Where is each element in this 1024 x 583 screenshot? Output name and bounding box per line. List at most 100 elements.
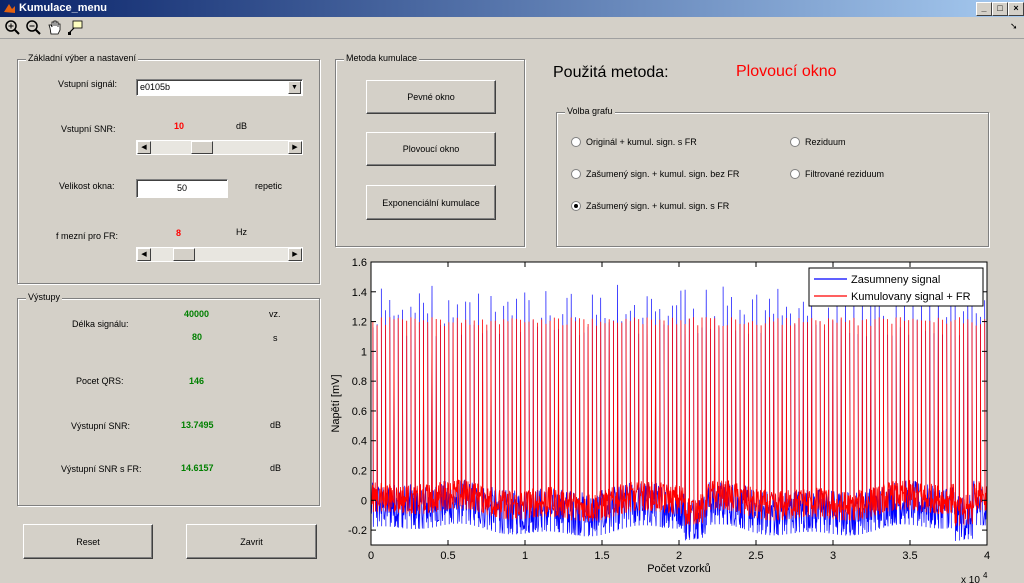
settings-group: Základní výber a nastavení <box>17 53 320 284</box>
graph-choice-group-title: Volba grafu <box>565 106 615 116</box>
x-tick-label: 3 <box>830 550 836 562</box>
used-method-label: Použitá metoda: <box>553 64 669 81</box>
cutoff-value: 8 <box>176 228 182 238</box>
radio-noisy-no-fr[interactable] <box>571 169 581 179</box>
radio-residuum[interactable] <box>790 137 800 147</box>
x-tick-label: 0 <box>368 550 374 562</box>
radio-original[interactable] <box>571 137 581 147</box>
window-size-label: Velikost okna: <box>59 181 115 191</box>
dock-arrow-icon[interactable]: ➘ <box>1010 21 1018 31</box>
method-group-title: Metoda kumulace <box>344 53 420 63</box>
settings-group-title: Základní výber a nastavení <box>26 53 139 63</box>
snr-label: Vstupní SNR: <box>61 124 116 134</box>
graph-choice-group: Volba grafu <box>556 106 989 247</box>
radio-original-label[interactable]: Originál + kumul. sign. s FR <box>586 137 697 147</box>
radio-residuum-label[interactable]: Reziduum <box>805 137 846 147</box>
radio-noisy-fr-label[interactable]: Zašumený sign. + kumul. sign. s FR <box>586 201 730 211</box>
outputs-group-title: Výstupy <box>26 292 63 302</box>
toolbar: ➘ <box>0 17 1024 39</box>
snr-slider-thumb[interactable] <box>191 141 213 154</box>
y-tick-label: 1.4 <box>352 287 367 299</box>
x-tick-label: 2 <box>676 550 682 562</box>
snr-unit: dB <box>236 121 248 131</box>
floating-window-button[interactable]: Plovoucí okno <box>366 132 496 166</box>
output-snr-fr-value: 14.6157 <box>181 463 214 473</box>
y-tick-label: 0.4 <box>352 436 367 448</box>
legend-entry: Kumulovany signal + FR <box>851 291 971 303</box>
used-method-value: Plovoucí okno <box>736 63 837 80</box>
cutoff-unit: Hz <box>236 227 247 237</box>
outputs-group: Výstupy <box>17 292 320 506</box>
window-size-value: 50 <box>176 183 187 193</box>
x-tick-label: 1 <box>522 550 528 562</box>
legend-box <box>808 267 984 307</box>
signal-length-samples: 40000 <box>184 309 210 319</box>
output-snr-unit: dB <box>270 420 282 430</box>
y-tick-label: 1.2 <box>352 317 367 329</box>
exponential-button[interactable]: Exponenciální kumulace <box>366 185 496 220</box>
data-cursor-icon[interactable] <box>67 19 84 36</box>
zoom-in-icon[interactable] <box>4 19 21 36</box>
signal-length-samples-unit: vz. <box>269 309 281 319</box>
radio-noisy-fr[interactable] <box>571 201 581 211</box>
window-size-unit: repetic <box>255 181 283 191</box>
input-signal-value: e0105b <box>140 82 171 92</box>
y-axis-label: Napětí [mV] <box>330 374 342 432</box>
slider-right-arrow-icon[interactable]: ▶ <box>288 248 302 261</box>
x-axis-label: Počet vzorků <box>647 563 711 575</box>
y-tick-label: 0.2 <box>352 466 367 478</box>
fixed-window-button[interactable]: Pevné okno <box>366 80 496 114</box>
window-size-input[interactable]: 50 <box>136 179 228 198</box>
pan-hand-icon[interactable] <box>46 19 63 36</box>
y-tick-label: 0.6 <box>352 406 367 418</box>
snr-value: 10 <box>174 121 185 131</box>
radio-filtered-residuum-label[interactable]: Filtrované reziduum <box>805 169 885 179</box>
x-tick-label: 1.5 <box>594 550 609 562</box>
signal-length-label: Délka signálu: <box>72 319 129 329</box>
slider-right-arrow-icon[interactable]: ▶ <box>288 141 302 154</box>
y-tick-label: 0 <box>361 495 367 507</box>
output-snr-value: 13.7495 <box>181 420 214 430</box>
close-button[interactable]: Zavrit <box>186 524 317 559</box>
legend-entry: Zasumneny signal <box>851 274 940 286</box>
x-exponent-label: x 10 <box>961 575 980 583</box>
zoom-out-icon[interactable] <box>25 19 42 36</box>
y-tick-label: -0.2 <box>348 525 367 537</box>
radio-noisy-no-fr-label[interactable]: Zašumený sign. + kumul. sign. bez FR <box>586 169 740 179</box>
signal-length-seconds: 80 <box>192 332 203 342</box>
radio-filtered-residuum[interactable] <box>790 169 800 179</box>
cutoff-label: f mezní pro FR: <box>56 231 119 241</box>
slider-left-arrow-icon[interactable]: ◀ <box>137 141 151 154</box>
output-snr-label: Výstupní SNR: <box>71 421 131 431</box>
ecg-chart[interactable]: 0 0.5 1 1.5 2 2.5 3 3.5 4 -0.2 0 0.2 0.4 0.6 0.8 1 1.2 1.… <box>320 252 1024 583</box>
y-tick-label: 1 <box>361 346 367 358</box>
signal-length-seconds-unit: s <box>273 333 278 343</box>
close-window-button[interactable]: × <box>1008 2 1024 16</box>
slider-left-arrow-icon[interactable]: ◀ <box>137 248 151 261</box>
input-signal-select[interactable]: e0105b ▼ <box>136 79 303 96</box>
maximize-button[interactable]: □ <box>992 2 1008 16</box>
window-title: Kumulace_menu <box>19 2 108 14</box>
method-group: Metoda kumulace <box>335 53 525 247</box>
qrs-count-label: Pocet QRS: <box>76 376 124 386</box>
y-tick-label: 1.6 <box>352 257 367 269</box>
input-signal-label: Vstupní signál: <box>58 79 118 89</box>
x-tick-label: 2.5 <box>748 550 763 562</box>
matlab-icon <box>4 4 15 13</box>
cutoff-slider-thumb[interactable] <box>173 248 195 261</box>
x-tick-label: 3.5 <box>902 550 917 562</box>
y-tick-label: 0.8 <box>352 376 367 388</box>
snr-slider[interactable]: ◀ ▶ <box>136 140 303 155</box>
x-tick-label: 0.5 <box>440 550 455 562</box>
output-snr-fr-label: Výstupní SNR s FR: <box>61 464 142 474</box>
reset-button[interactable]: Reset <box>23 524 153 559</box>
cutoff-slider[interactable]: ◀ ▶ <box>136 247 303 262</box>
output-snr-fr-unit: dB <box>270 463 282 473</box>
qrs-count-value: 146 <box>189 376 205 386</box>
chevron-down-icon[interactable]: ▼ <box>288 81 301 94</box>
x-exponent-power: 4 <box>983 571 988 580</box>
x-tick-label: 4 <box>984 550 990 562</box>
minimize-button[interactable]: _ <box>976 2 992 16</box>
series-line-cumulated <box>370 317 988 527</box>
title-bar: Kumulace_menu _ □ × <box>0 0 1024 17</box>
